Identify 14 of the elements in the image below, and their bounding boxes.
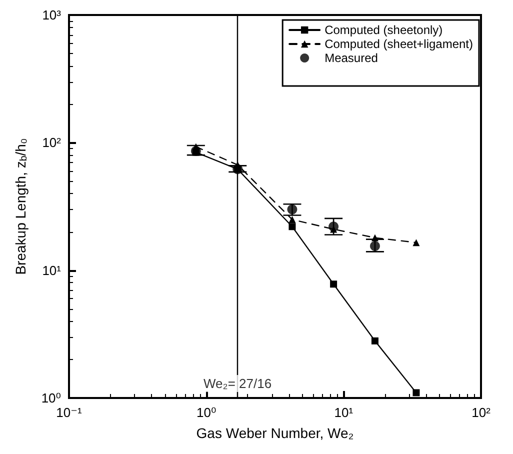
legend-label: Computed (sheet+ligament) <box>324 37 474 51</box>
legend-label: Measured <box>324 51 378 65</box>
legend-label: Computed (sheetonly) <box>324 23 443 37</box>
y-tick-label: 10² <box>42 135 62 150</box>
x-tick-label: 10⁰ <box>196 405 216 420</box>
x-tick-label: 10⁻¹ <box>56 405 82 420</box>
x-tick-label: 10² <box>472 405 492 420</box>
y-tick-label: 10¹ <box>42 262 62 278</box>
annotation: We₂= 27/16 <box>204 376 272 391</box>
x-tick-label: 10¹ <box>334 405 354 420</box>
y-tick-label: 10³ <box>42 8 62 22</box>
x-axis-title: Gas Weber Number, We₂ <box>196 425 354 441</box>
y-axis-title: Breakup Length, zb/h₀ <box>12 138 30 275</box>
y-tick-label: 10⁰ <box>41 390 61 406</box>
